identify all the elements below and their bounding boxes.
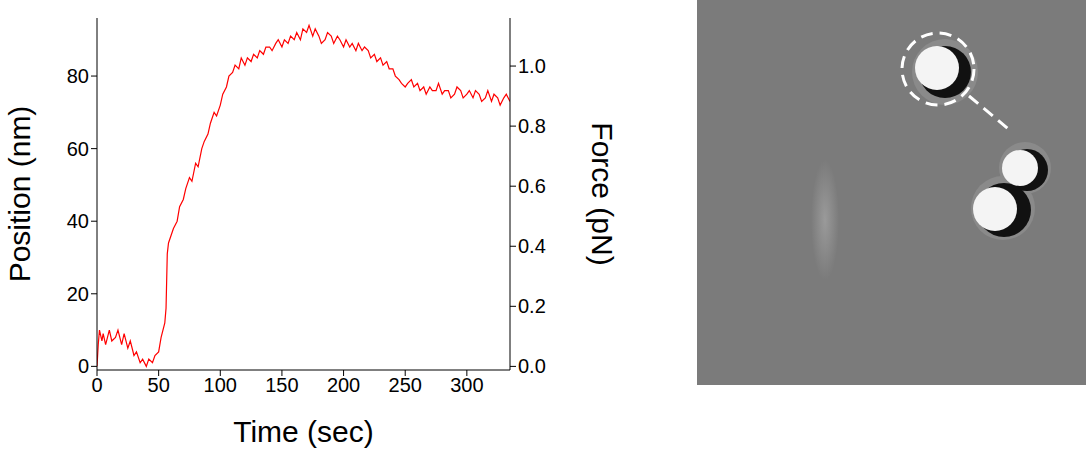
svg-text:200: 200 — [327, 374, 360, 396]
svg-text:150: 150 — [265, 374, 298, 396]
svg-text:Position (nm): Position (nm) — [3, 106, 36, 283]
svg-text:300: 300 — [450, 374, 483, 396]
svg-text:0.6: 0.6 — [518, 175, 546, 197]
svg-text:Time (sec): Time (sec) — [233, 415, 374, 448]
svg-text:0.2: 0.2 — [518, 295, 546, 317]
svg-text:100: 100 — [204, 374, 237, 396]
svg-text:20: 20 — [67, 283, 89, 305]
svg-text:40: 40 — [67, 210, 89, 232]
svg-text:Force (pN): Force (pN) — [586, 122, 619, 265]
svg-text:0.8: 0.8 — [518, 115, 546, 137]
svg-text:60: 60 — [67, 138, 89, 160]
svg-text:0.4: 0.4 — [518, 235, 546, 257]
svg-text:50: 50 — [148, 374, 170, 396]
svg-text:0: 0 — [78, 355, 89, 377]
svg-text:250: 250 — [389, 374, 422, 396]
svg-text:0: 0 — [91, 374, 102, 396]
svg-text:0.0: 0.0 — [518, 355, 546, 377]
svg-text:1.0: 1.0 — [518, 55, 546, 77]
svg-text:80: 80 — [67, 65, 89, 87]
